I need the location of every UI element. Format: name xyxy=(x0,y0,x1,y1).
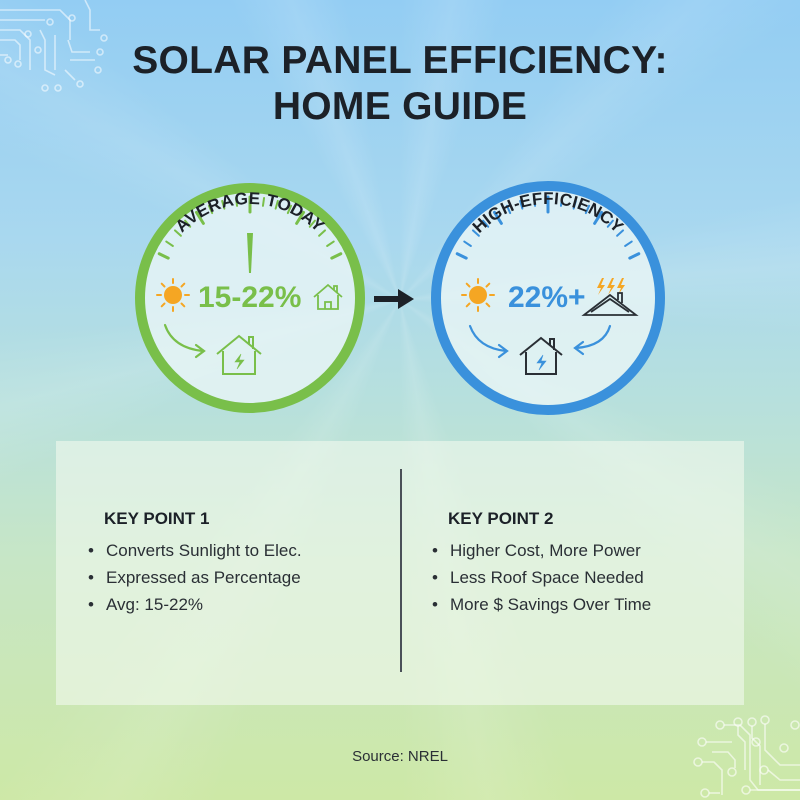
gauge-dial: AVERAGE TODAY xyxy=(135,183,365,413)
sun-icon xyxy=(461,278,495,312)
key-point-title: KEY POINT 1 xyxy=(104,509,210,528)
gauge-value: 22%+ xyxy=(508,281,586,314)
bullet-icon: • xyxy=(88,595,94,614)
bullet-icon: • xyxy=(432,568,438,587)
gauge-high-efficiency: HIGH-EFFICIENCY xyxy=(408,158,688,438)
list-item: • Less Roof Space Needed xyxy=(432,564,651,591)
lightning-bolts-icon xyxy=(597,278,625,295)
right-arrow-icon xyxy=(374,289,414,309)
bullet-icon: • xyxy=(88,541,94,560)
key-points-panel: KEY POINT 1 • Converts Sunlight to Elec. … xyxy=(56,441,744,705)
bullet-icon: • xyxy=(432,595,438,614)
list-item: • Avg: 15-22% xyxy=(88,591,302,618)
gauge-needle-icon xyxy=(247,233,253,273)
gauge-value: 15-22% xyxy=(198,281,302,314)
gauge-average-today: AVERAGE TODAY 15-22% xyxy=(110,158,390,438)
list-item: • Converts Sunlight to Elec. xyxy=(88,537,302,564)
source-caption: Source: NREL xyxy=(352,748,448,765)
key-point-list: • Converts Sunlight to Elec. • Expressed a… xyxy=(88,537,302,618)
list-item: • Higher Cost, More Power xyxy=(432,537,651,564)
curved-arrow-icon xyxy=(163,323,206,359)
panel-divider xyxy=(400,469,402,672)
curved-arrow-icon xyxy=(468,324,509,359)
title-line-2: HOME GUIDE xyxy=(272,85,528,128)
list-item: • Expressed as Percentage xyxy=(88,564,302,591)
house-lightning-icon xyxy=(519,336,563,375)
house-lightning-icon xyxy=(216,334,262,375)
house-icon xyxy=(313,283,343,310)
curved-arrow-icon xyxy=(573,324,612,356)
key-point-1: KEY POINT 1 • Converts Sunlight to Elec. … xyxy=(88,509,302,618)
roof-icon xyxy=(581,292,639,316)
circuit-decoration-icon xyxy=(693,715,800,798)
sun-icon xyxy=(156,278,190,312)
page-title: SOLAR PANEL EFFICIENCY: HOME GUIDE xyxy=(0,38,800,130)
list-item: • More $ Savings Over Time xyxy=(432,591,651,618)
gauge-dial: HIGH-EFFICIENCY xyxy=(431,181,665,415)
key-point-list: • Higher Cost, More Power • Less Roof Spac… xyxy=(432,537,651,618)
title-line-1: SOLAR PANEL EFFICIENCY: xyxy=(132,39,668,82)
bullet-icon: • xyxy=(88,568,94,587)
key-point-2: KEY POINT 2 • Higher Cost, More Power • Le… xyxy=(432,509,651,618)
key-point-title: KEY POINT 2 xyxy=(448,509,554,528)
bullet-icon: • xyxy=(432,541,438,560)
